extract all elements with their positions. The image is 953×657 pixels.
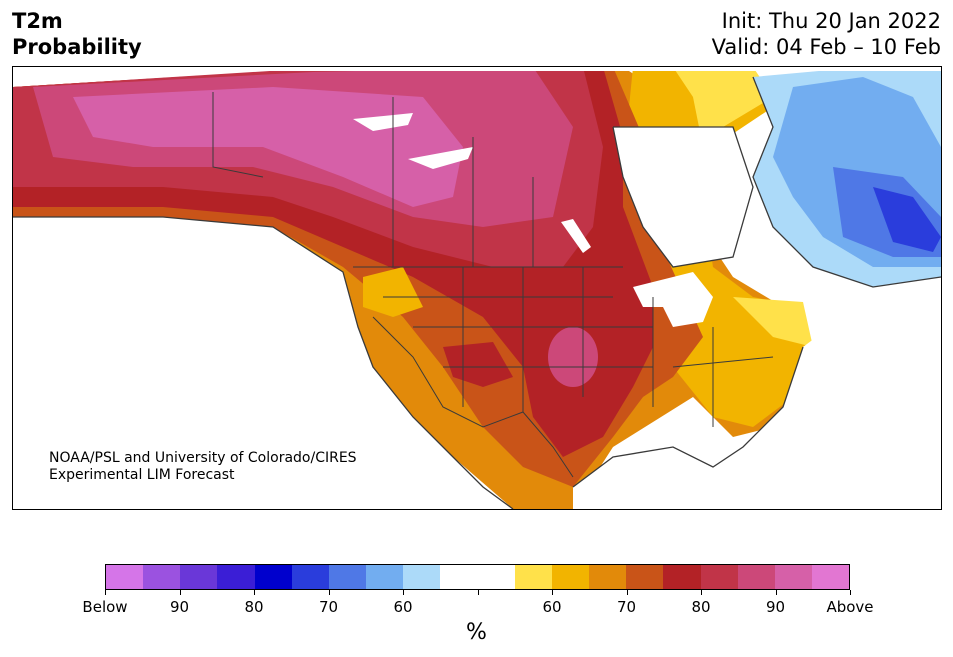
colorbar-swatch xyxy=(551,565,590,589)
colorbar-tick-mark xyxy=(403,590,404,595)
colorbar-swatch xyxy=(626,565,664,589)
colorbar-swatch xyxy=(143,565,181,589)
colorbar-tick-label: Below xyxy=(82,598,128,616)
colorbar-tick-mark xyxy=(179,590,181,595)
colorbar-tick-mark xyxy=(328,590,330,595)
valid-dates: Valid: 04 Feb – 10 Feb xyxy=(711,35,941,59)
colorbar-swatch xyxy=(328,565,367,589)
colorbar xyxy=(105,564,850,590)
forecast-map xyxy=(12,66,942,510)
colorbar-tick-label: 60 xyxy=(393,598,413,616)
data-credit: NOAA/PSL and University of Colorado/CIRE… xyxy=(49,450,357,484)
colorbar-tick-label: 70 xyxy=(318,598,339,616)
colorbar-swatch xyxy=(477,565,515,589)
colorbar-swatch xyxy=(403,565,441,589)
colorbar-tick-mark xyxy=(701,590,702,595)
forecast-dates: Init: Thu 20 Jan 2022 Valid: 04 Feb – 10… xyxy=(712,8,941,60)
colorbar-unit: % xyxy=(466,620,487,645)
coastlines xyxy=(13,76,941,509)
arctic-ocean xyxy=(13,67,941,71)
title-variable: T2m xyxy=(12,9,63,33)
map-title: T2m Probability xyxy=(12,8,142,60)
colorbar-tick-mark xyxy=(626,590,628,595)
colorbar-tick-mark xyxy=(552,590,553,595)
colorbar-tick-label: Above xyxy=(826,598,874,616)
colorbar-swatch xyxy=(366,565,404,589)
atlantic-ocean xyxy=(743,297,941,509)
great-lakes xyxy=(633,272,713,327)
colorbar-tick-mark xyxy=(105,590,106,595)
region-above-90 xyxy=(73,87,463,207)
hudson-bay xyxy=(613,127,753,267)
colorbar-swatch xyxy=(663,565,701,589)
colorbar-tick-label: 90 xyxy=(169,598,190,616)
colorbar-tick-mark xyxy=(477,590,479,595)
colorbar-swatch xyxy=(589,565,627,589)
colorbar-tick-mark xyxy=(254,590,255,595)
colorbar-tick-label: 90 xyxy=(765,598,786,616)
state-province-borders xyxy=(212,92,774,478)
title-type: Probability xyxy=(12,35,142,59)
colorbar-swatch xyxy=(811,565,850,589)
colorbar-tick-label: 80 xyxy=(691,598,711,616)
colorbar-swatch xyxy=(774,565,812,589)
colorbar-tick-mark xyxy=(850,590,851,595)
region-above-70-southwest xyxy=(443,342,513,387)
map-canvas xyxy=(13,67,941,509)
colorbar-swatch xyxy=(217,565,255,589)
colorbar-swatch xyxy=(700,565,738,589)
colorbar-tick-label: 70 xyxy=(616,598,637,616)
gulf-of-mexico xyxy=(573,447,753,509)
credit-line-1: NOAA/PSL and University of Colorado/CIRE… xyxy=(49,450,357,466)
pacific-ocean xyxy=(13,217,513,509)
colorbar-swatch xyxy=(106,565,144,589)
region-above-55-west xyxy=(363,267,423,317)
colorbar-swatch xyxy=(254,565,292,589)
credit-line-2: Experimental LIM Forecast xyxy=(49,467,235,483)
colorbar-swatch xyxy=(514,565,552,589)
colorbar-swatch xyxy=(440,565,478,589)
colorbar-tick-label: 80 xyxy=(244,598,264,616)
colorbar-tick-label: 60 xyxy=(542,598,562,616)
init-date: Init: Thu 20 Jan 2022 xyxy=(721,9,941,33)
great-slave-lake xyxy=(408,147,473,169)
great-bear-lake xyxy=(353,113,413,131)
colorbar-swatch xyxy=(180,565,218,589)
region-below-65 xyxy=(873,187,941,252)
colorbar-swatch xyxy=(291,565,329,589)
region-above-80-midwest xyxy=(548,327,598,387)
colorbar-tick-mark xyxy=(775,590,777,595)
colorbar-swatch xyxy=(737,565,775,589)
lake-winnipeg xyxy=(561,219,591,253)
